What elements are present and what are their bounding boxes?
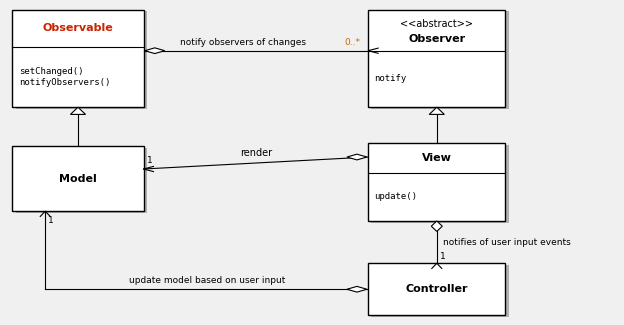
- Bar: [16, 148, 147, 213]
- Text: setChanged()
notifyObservers(): setChanged() notifyObservers(): [19, 67, 110, 87]
- Polygon shape: [145, 48, 165, 54]
- Bar: [371, 11, 509, 109]
- Bar: [371, 265, 509, 317]
- Text: View: View: [422, 153, 452, 163]
- Polygon shape: [431, 221, 442, 231]
- Text: 1: 1: [147, 156, 152, 165]
- Polygon shape: [347, 286, 367, 292]
- Text: 1: 1: [49, 216, 54, 225]
- Text: update model based on user input: update model based on user input: [129, 276, 285, 285]
- Bar: [12, 146, 144, 211]
- Text: <<abstract>>: <<abstract>>: [401, 19, 473, 29]
- Bar: [368, 143, 505, 221]
- Text: Observable: Observable: [42, 23, 114, 33]
- Bar: [368, 10, 505, 107]
- Bar: [368, 263, 505, 315]
- Polygon shape: [71, 107, 85, 114]
- Bar: [12, 10, 144, 107]
- Text: Model: Model: [59, 174, 97, 184]
- Text: update(): update(): [374, 192, 417, 201]
- Text: Observer: Observer: [408, 34, 466, 44]
- Bar: [371, 145, 509, 223]
- Polygon shape: [429, 107, 444, 114]
- Text: Controller: Controller: [406, 284, 468, 294]
- Text: 1: 1: [440, 252, 446, 261]
- Polygon shape: [347, 154, 367, 160]
- Text: notifies of user input events: notifies of user input events: [443, 238, 571, 247]
- Text: render: render: [240, 148, 272, 158]
- Bar: [16, 11, 147, 109]
- Text: 0..*: 0..*: [344, 38, 361, 47]
- Text: notify: notify: [374, 74, 407, 84]
- Text: notify observers of changes: notify observers of changes: [180, 38, 306, 47]
